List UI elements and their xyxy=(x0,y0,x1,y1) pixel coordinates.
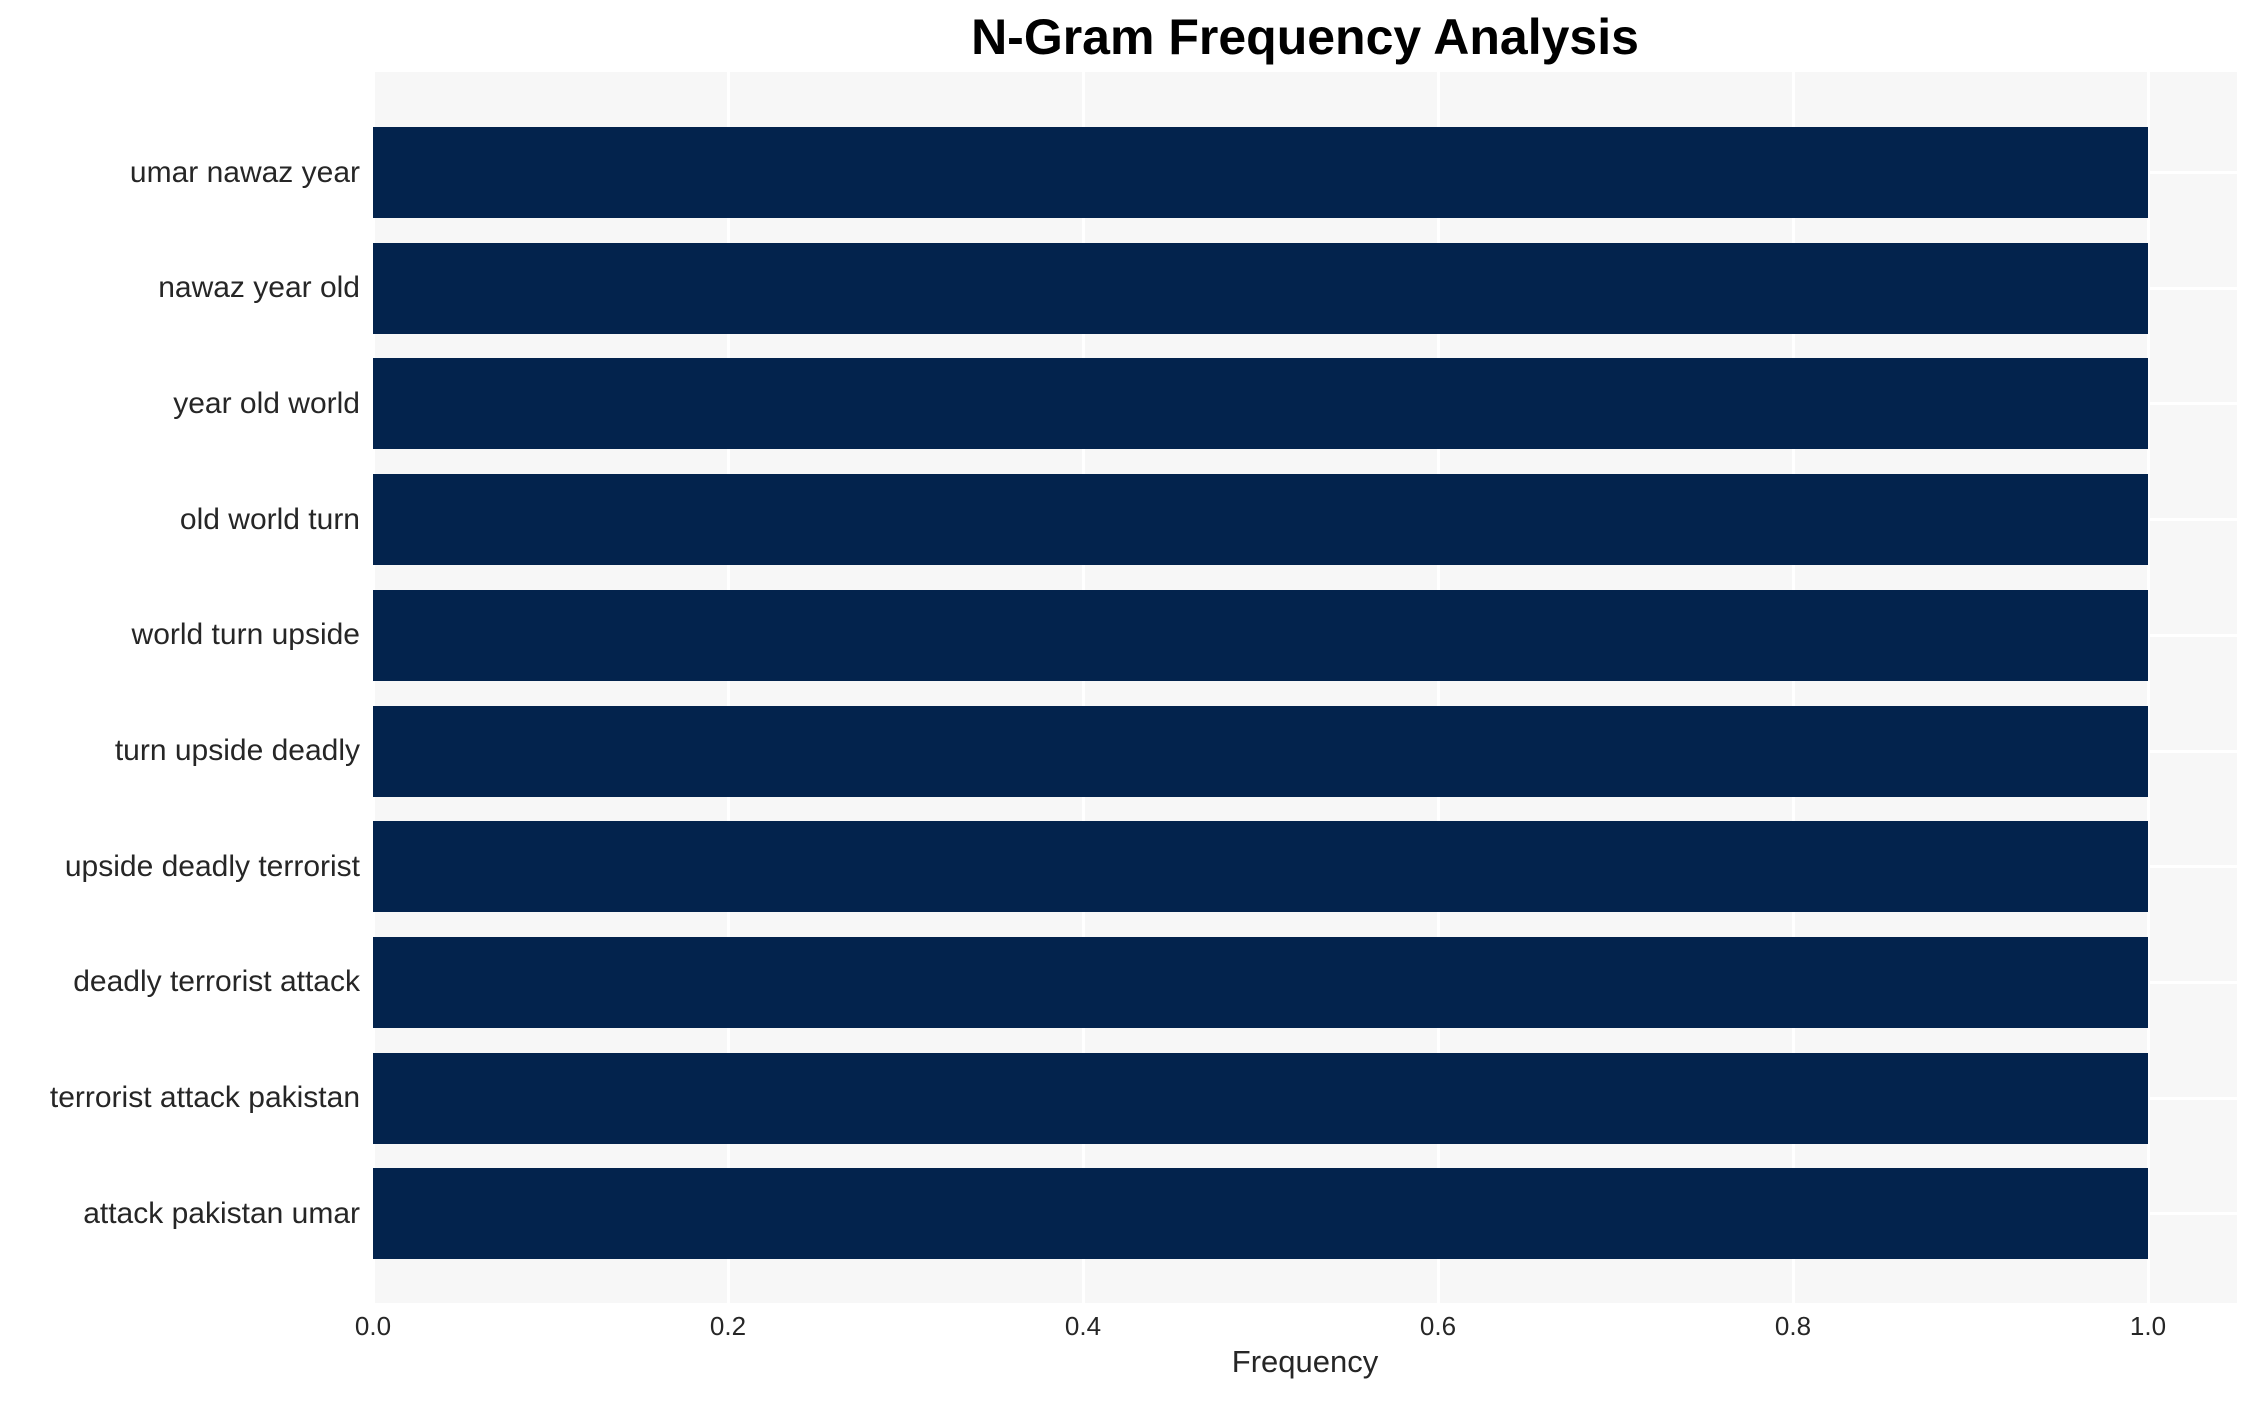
x-tick-label: 0.8 xyxy=(1774,1311,1812,1341)
x-axis-label: Frequency xyxy=(1231,1344,1379,1379)
y-tick-label: turn upside deadly xyxy=(114,734,360,767)
bar-deadly-terrorist-attack xyxy=(373,936,2148,1028)
bar-attack-pakistan-umar xyxy=(373,1168,2148,1260)
vertical-gridline xyxy=(1081,72,1085,1303)
y-tick-label: attack pakistan umar xyxy=(83,1196,360,1230)
plot-area xyxy=(373,72,2237,1303)
bar-umar-nawaz-year xyxy=(373,127,2148,218)
bar-world-turn-upside xyxy=(373,589,2148,681)
bar-nawaz-year-old xyxy=(373,242,2148,334)
y-tick-label: old world turn xyxy=(179,502,360,536)
chart-title: N-Gram Frequency Analysis xyxy=(971,9,1639,65)
y-tick-label: deadly terrorist attack xyxy=(73,965,360,999)
bar-year-old-world xyxy=(373,358,2148,450)
y-axis-labels: umar nawaz year nawaz year old year old wo… xyxy=(0,72,360,1303)
x-tick-label: 0.6 xyxy=(1419,1311,1457,1341)
bar-turn-upside-deadly xyxy=(373,705,2148,797)
bar-old-world-turn xyxy=(373,474,2148,566)
vertical-gridline xyxy=(1791,72,1795,1303)
y-tick-label: upside deadly terrorist xyxy=(64,849,360,883)
vertical-gridline xyxy=(726,72,730,1303)
x-tick-label: 1.0 xyxy=(2129,1311,2167,1341)
y-tick-label: terrorist attack pakistan xyxy=(49,1081,360,1115)
y-tick-label: world turn upside xyxy=(131,618,360,652)
bar-upside-deadly-terrorist xyxy=(373,821,2148,913)
y-tick-label: nawaz year old xyxy=(158,271,360,305)
vertical-gridline xyxy=(1436,72,1440,1303)
x-tick-label: 0.4 xyxy=(1064,1311,1102,1341)
bar-terrorist-attack-pakistan xyxy=(373,1052,2148,1144)
x-axis-ticks: 0.0 0.2 0.4 0.6 0.8 1.0 xyxy=(355,1311,2237,1351)
vertical-gridline xyxy=(373,72,375,1303)
y-tick-label: umar nawaz year xyxy=(129,155,360,189)
y-tick-label: year old world xyxy=(173,386,360,420)
vertical-gridline xyxy=(2146,72,2150,1303)
x-tick-label: 0.0 xyxy=(354,1311,392,1341)
x-tick-label: 0.2 xyxy=(709,1311,747,1341)
